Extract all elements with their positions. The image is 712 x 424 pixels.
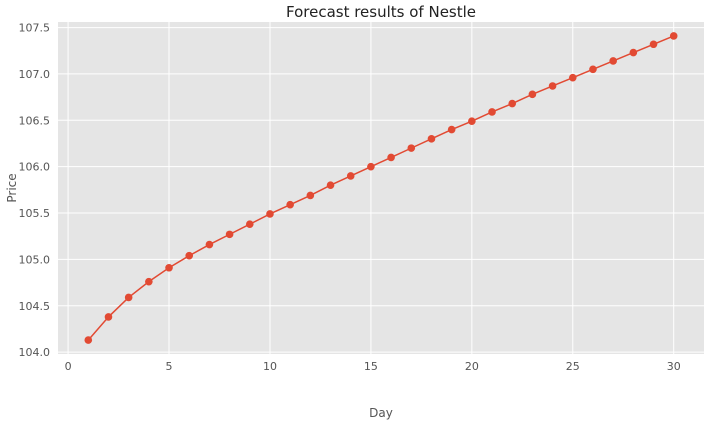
y-tick-label: 104.5 [19, 300, 51, 313]
data-point [669, 32, 678, 40]
data-point [225, 230, 234, 239]
data-point [568, 73, 577, 82]
series-layer [84, 32, 678, 344]
data-point [609, 57, 617, 65]
data-point [266, 210, 274, 218]
y-tick-label: 104.0 [19, 346, 51, 359]
data-point [245, 220, 254, 228]
data-point [346, 172, 355, 180]
data-point [649, 40, 658, 49]
data-point [427, 135, 436, 143]
x-tick-label: 5 [166, 360, 173, 373]
data-point [205, 240, 214, 249]
x-tick-label: 10 [263, 360, 277, 373]
data-point [548, 82, 557, 90]
y-tick-label: 106.0 [19, 161, 51, 174]
data-point [84, 336, 93, 344]
data-point [387, 153, 395, 162]
data-point [104, 313, 113, 321]
data-point [488, 108, 496, 116]
y-tick-label: 107.0 [19, 68, 51, 81]
data-point [326, 181, 335, 190]
x-tick-label: 15 [364, 360, 378, 373]
x-tick-label: 20 [465, 360, 479, 373]
data-point [407, 144, 416, 152]
data-point [589, 65, 597, 74]
y-tick-label: 106.5 [19, 114, 51, 127]
data-point [124, 293, 133, 302]
y-tick-label: 105.5 [19, 207, 51, 220]
x-tick-label: 0 [65, 360, 72, 373]
data-point [185, 251, 194, 260]
plot-area [58, 22, 704, 354]
y-axis-label: Price [5, 173, 19, 202]
x-axis-label: Day [369, 406, 393, 420]
data-point [508, 99, 517, 108]
data-point [165, 263, 173, 272]
x-tick-label: 30 [667, 360, 681, 373]
data-point [286, 200, 294, 209]
x-tick-labels: 0 5 10 15 20 25 30 [65, 360, 681, 373]
data-point [528, 90, 537, 99]
y-tick-label: 105.0 [19, 253, 51, 266]
data-point [367, 162, 375, 171]
data-point [306, 191, 315, 200]
x-tick-label: 25 [566, 360, 580, 373]
chart-title: Forecast results of Nestle [286, 3, 476, 21]
y-tick-label: 107.5 [19, 22, 51, 35]
data-point [468, 117, 476, 126]
data-point [145, 277, 153, 286]
y-tick-labels: 104.0 104.5 105.0 105.5 106.0 106.5 107.0 107.5 [19, 22, 51, 360]
data-point [629, 48, 638, 57]
data-point [447, 125, 456, 134]
